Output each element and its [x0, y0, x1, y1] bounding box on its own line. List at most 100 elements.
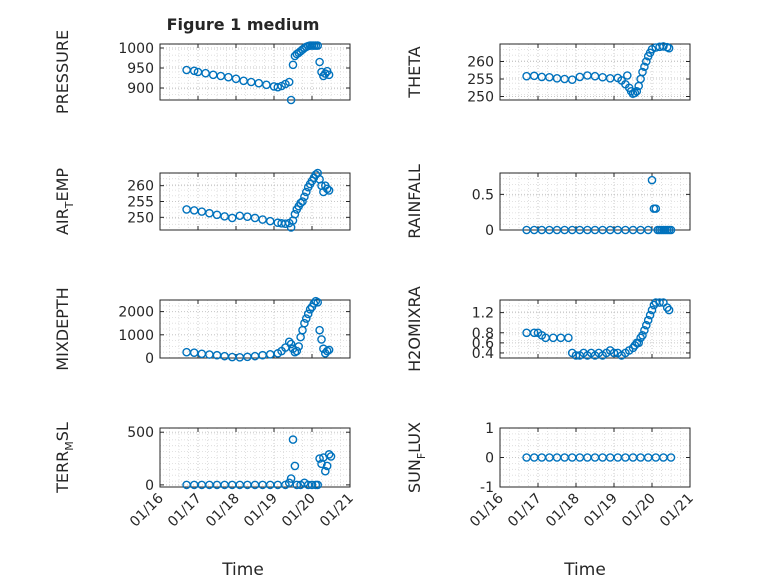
- axes-box: [499, 172, 691, 231]
- data-point: [315, 454, 324, 463]
- x-tick-label: 01/20: [619, 491, 659, 531]
- data-point: [655, 298, 664, 307]
- data-point: [575, 453, 585, 462]
- data-point: [640, 62, 649, 72]
- data-point: [189, 66, 199, 76]
- data-point: [590, 71, 600, 81]
- data-point: [326, 452, 336, 461]
- data-point: [212, 210, 222, 220]
- data-point: [239, 76, 248, 86]
- x-tick-label: 01/17: [165, 491, 205, 531]
- subplot-7: 0 500 TERRMSL 01/1601/1701/1801/1901/2001/2…: [53, 422, 357, 530]
- data-point: [313, 480, 323, 490]
- data-point: [286, 339, 296, 349]
- x-tick-label: 01/21: [657, 491, 697, 531]
- y-tick-label: 0.4: [472, 346, 494, 362]
- axes-box: [159, 427, 351, 488]
- data-point: [643, 315, 653, 325]
- data-point: [529, 328, 539, 338]
- data-point: [205, 350, 214, 359]
- data-point: [643, 225, 653, 235]
- y-axis-label: RAINFALL: [405, 164, 424, 239]
- data-point: [632, 86, 642, 96]
- y-axis-label: MIXDEPTH: [53, 287, 72, 370]
- data-point: [273, 82, 283, 92]
- data-point: [294, 342, 304, 351]
- y-axis-label: TERRMSL: [53, 422, 76, 494]
- data-point: [227, 352, 237, 362]
- data-point: [564, 333, 573, 343]
- data-point: [189, 348, 199, 357]
- x-axis-label: Time: [221, 560, 264, 580]
- x-tick-label: 01/16: [467, 490, 507, 530]
- data-point: [189, 206, 199, 215]
- data-point: [265, 216, 275, 226]
- y-tick-label: 500: [127, 425, 154, 441]
- data-point: [201, 68, 210, 78]
- data-point: [647, 305, 657, 315]
- axes-box: [159, 43, 351, 101]
- data-point: [303, 309, 313, 319]
- data-point: [265, 349, 275, 359]
- y-tick-label: 260: [467, 55, 494, 71]
- data-point: [605, 453, 615, 462]
- y-tick-label: 2000: [118, 305, 154, 321]
- data-point: [231, 74, 241, 84]
- data-point: [301, 314, 311, 323]
- data-point: [290, 461, 300, 471]
- y-axis-label: THETA: [405, 46, 424, 98]
- data-point: [205, 208, 214, 218]
- y-tick-label: 900: [127, 81, 154, 97]
- data-point: [292, 480, 302, 490]
- data-point: [537, 72, 547, 82]
- data-point: [666, 453, 676, 462]
- axes-box: [499, 43, 691, 101]
- data-point: [197, 207, 207, 216]
- y-tick-label: 1000: [118, 328, 154, 344]
- data-point: [322, 184, 332, 194]
- data-point: [324, 345, 334, 355]
- data-point: [313, 298, 323, 307]
- y-tick-label: 950: [127, 61, 154, 77]
- y-tick-label: 0.8: [472, 326, 494, 342]
- data-point: [664, 43, 674, 53]
- data-point: [567, 75, 577, 84]
- data-point: [583, 71, 592, 80]
- data-point: [246, 77, 256, 87]
- data-point: [324, 70, 334, 80]
- data-point: [642, 57, 651, 66]
- data-point: [288, 435, 298, 444]
- data-point: [305, 304, 315, 314]
- data-point: [645, 310, 655, 320]
- x-tick-label: 01/19: [241, 491, 281, 531]
- y-tick-label: 1.2: [472, 306, 494, 322]
- data-point: [235, 211, 245, 221]
- data-point: [292, 346, 302, 356]
- data-point: [590, 453, 600, 462]
- data-point: [313, 41, 323, 50]
- y-tick-label: 260: [127, 179, 154, 195]
- x-tick-label: 01/21: [317, 491, 357, 531]
- data-point: [235, 353, 245, 362]
- y-axis-label: H2OMIXRA: [405, 286, 424, 372]
- data-point: [224, 72, 233, 82]
- data-point: [286, 474, 296, 483]
- data-point: [220, 212, 229, 221]
- y-tick-label: 250: [127, 210, 154, 226]
- data-point: [317, 335, 326, 344]
- chart-title: Figure 1 medium: [167, 15, 320, 34]
- data-point: [575, 72, 585, 82]
- y-tick-label: 0.5: [472, 187, 494, 203]
- y-axis-label: SUNFLUX: [405, 422, 428, 493]
- subplot-1: 900 950 1000 PRESSURE: [53, 30, 351, 114]
- data-point: [262, 80, 271, 90]
- subplot-6: 0.40.60.8 1.2 H2OMIXRA: [405, 286, 691, 372]
- axes-box: [499, 427, 691, 488]
- data-point: [301, 187, 311, 197]
- data-point: [290, 209, 300, 219]
- data-point: [664, 305, 674, 315]
- y-tick-label: 0: [145, 351, 154, 367]
- data-point: [662, 303, 672, 312]
- x-axis-label: Time: [563, 560, 606, 580]
- data-point: [621, 453, 630, 462]
